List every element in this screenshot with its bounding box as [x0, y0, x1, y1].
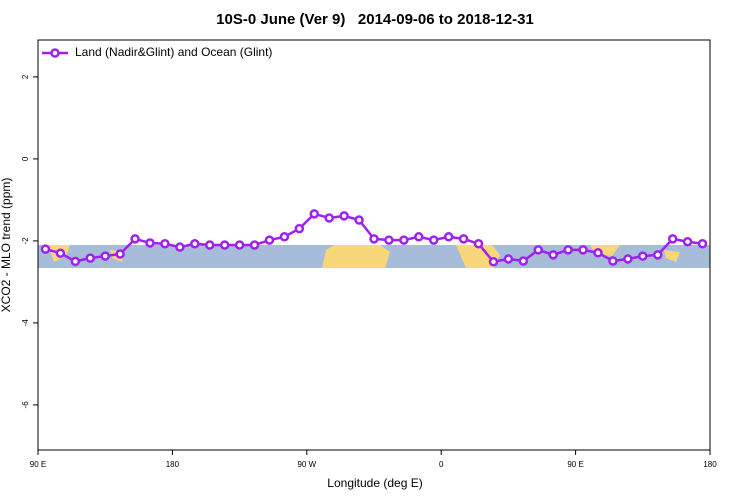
point: [473, 239, 484, 249]
x-tick-label: 180: [166, 460, 180, 469]
x-axis-label: Longitude (deg E): [327, 476, 422, 490]
point: [488, 257, 499, 267]
x-tick-label: 90 W: [297, 460, 316, 469]
map-band: [38, 245, 710, 268]
point: [697, 239, 708, 249]
point: [70, 256, 81, 267]
point: [145, 238, 155, 248]
point: [518, 256, 529, 266]
point: [503, 254, 514, 264]
point: [175, 242, 185, 252]
legend-marker: [50, 48, 60, 58]
point: [249, 240, 260, 250]
point: [563, 245, 573, 255]
point: [623, 254, 633, 264]
point: [219, 240, 230, 250]
y-tick-label: 2: [21, 74, 30, 79]
point: [533, 245, 544, 255]
point: [399, 235, 409, 245]
point: [309, 209, 320, 219]
point: [414, 232, 424, 242]
point: [593, 248, 603, 258]
point: [354, 215, 364, 225]
point: [384, 235, 394, 245]
plot-frame: [37, 39, 711, 451]
point: [339, 211, 349, 221]
point: [115, 249, 125, 259]
point: [548, 250, 558, 260]
y-tick-label: -4: [21, 319, 30, 327]
x-tick-label: 90 E: [30, 460, 46, 469]
point: [130, 234, 140, 244]
point: [85, 253, 96, 263]
point: [369, 234, 379, 244]
point: [55, 248, 66, 258]
point: [264, 235, 275, 245]
point: [294, 223, 305, 234]
point: [160, 239, 170, 249]
y-tick-label: 0: [21, 156, 30, 161]
point: [190, 239, 200, 249]
point: [458, 234, 469, 244]
point: [667, 234, 678, 244]
point: [324, 213, 334, 223]
point: [652, 250, 663, 260]
point: [279, 232, 290, 242]
point: [578, 245, 588, 255]
y-axis-label: XCO2 - MLO trend (ppm): [0, 178, 13, 313]
x-tick-label: 0: [439, 460, 444, 469]
point: [204, 240, 215, 250]
legend-label: Land (Nadir&Glint) and Ocean (Glint): [75, 45, 272, 59]
x-tick-label: 180: [703, 460, 717, 469]
chart-title: 10S-0 June (Ver 9) 2014-09-06 to 2018-12…: [216, 11, 534, 28]
y-tick-label: -2: [21, 237, 30, 245]
point: [608, 256, 618, 266]
x-tick-label: 90 E: [567, 460, 583, 469]
point: [40, 244, 51, 254]
y-tick-label: -6: [21, 401, 30, 409]
point: [682, 236, 693, 247]
point: [443, 232, 454, 242]
point: [638, 251, 648, 261]
point: [100, 251, 110, 261]
point: [234, 240, 245, 250]
point: [428, 235, 439, 245]
